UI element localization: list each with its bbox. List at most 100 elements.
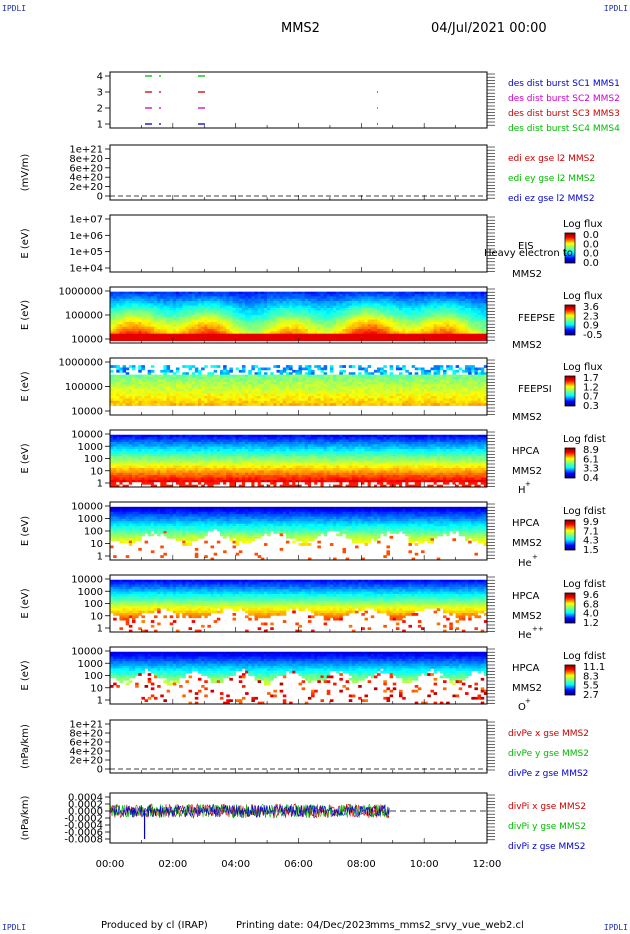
y-tick-label: 1 — [97, 120, 103, 131]
y-tick-label: 100 — [84, 454, 103, 465]
y-tick-label: 0.0002 — [68, 800, 103, 811]
species-label: O — [518, 702, 526, 713]
colorbar-tick-label: 11.1 — [583, 662, 605, 673]
colorbar-tick-label: 1.7 — [583, 373, 599, 384]
y-tick-label: 10000 — [71, 430, 103, 441]
spectrogram-hpca_hepp — [110, 579, 488, 633]
corner-label-br: IPDLI — [603, 923, 628, 932]
colorbar-title: Log flux — [563, 362, 603, 373]
panel-frame-edi — [109, 144, 488, 201]
colorbar-tick-label: 0.0 — [583, 230, 599, 241]
colorbar-tick-label: 8.9 — [583, 445, 599, 456]
colorbar-tick-label: 3.6 — [583, 302, 599, 313]
spectrogram-hpca_h — [110, 434, 488, 488]
legend-entry: des dist burst SC2 MMS2 — [508, 94, 620, 104]
y-tick-label: 10 — [90, 611, 103, 622]
corner-label-bl: IPDLI — [2, 923, 27, 932]
colorbar-tick-label: 4.0 — [583, 609, 599, 620]
y-tick-label: 1e+05 — [69, 247, 103, 258]
instrument-label: FEEPSI — [518, 384, 552, 395]
colorbar-title: Log flux — [563, 219, 603, 230]
footer-filename: mms_mms2_srvy_vue_web2.cl — [370, 920, 524, 931]
spacecraft-label: MMS2 — [512, 340, 542, 351]
y-tick-label: 1000000 — [58, 358, 103, 369]
y-tick-label: 1e+04 — [69, 264, 103, 275]
panel-frame-divpi — [109, 792, 488, 844]
y-tick-label: 4e+20 — [69, 173, 103, 184]
header-date: 04/Jul/2021 00:00 — [431, 21, 547, 36]
y-tick-label: 1e+06 — [69, 231, 103, 242]
spacecraft-label: MMS2 — [512, 412, 542, 423]
colorbar-title: Log fdist — [563, 506, 606, 517]
y-tick-label: 1e+21 — [69, 720, 103, 731]
colorbar-tick-label: 0.0 — [583, 239, 599, 250]
legend-entry: divPe z gse MMS2 — [508, 769, 588, 779]
y-axis-label: E (eV) — [20, 371, 31, 401]
spectrogram-hpca_o — [110, 651, 488, 705]
instrument-label: FEEPSE — [518, 313, 555, 324]
y-tick-label: 10 — [90, 466, 103, 477]
x-tick-label: 06:00 — [284, 859, 313, 870]
y-axis-label: E (eV) — [20, 443, 31, 473]
y-tick-label: -0.0002 — [64, 814, 103, 825]
legend-entry: divPi z gse MMS2 — [508, 842, 585, 852]
panel-frame-divpe — [109, 719, 488, 774]
instrument-label: HPCA — [512, 518, 540, 529]
y-axis-label: E (eV) — [20, 588, 31, 618]
colorbar-tick-label: 9.6 — [583, 590, 599, 601]
instrument-label: HPCA — [512, 591, 540, 602]
y-tick-label: 100 — [84, 527, 103, 538]
species-charge-label: + — [532, 553, 538, 561]
colorbar-tick-label: 0.0 — [583, 258, 599, 269]
y-tick-label: 10 — [90, 539, 103, 550]
y-tick-label: 3 — [97, 88, 103, 99]
y-tick-label: 100000 — [65, 311, 103, 322]
y-tick-label: 1 — [97, 552, 103, 563]
x-tick-label: 12:00 — [473, 859, 502, 870]
spectrogram-hpca_he — [110, 506, 488, 561]
y-tick-label: 10000 — [71, 502, 103, 513]
colorbar-tick-label: 5.5 — [583, 681, 599, 692]
y-tick-label: 100 — [84, 599, 103, 610]
colorbar — [564, 232, 576, 264]
y-tick-label: 2e+20 — [69, 756, 103, 767]
divpi-trace — [109, 804, 390, 818]
colorbar-tick-label: 6.8 — [583, 599, 599, 610]
y-axis-label: E (eV) — [20, 516, 31, 546]
colorbar — [564, 592, 576, 624]
legend-entry: divPi y gse MMS2 — [508, 822, 586, 832]
species-charge-label: + — [525, 480, 531, 488]
colorbar-tick-label: 2.7 — [583, 690, 599, 701]
y-tick-label: 100000 — [65, 382, 103, 393]
legend-entry: divPe y gse MMS2 — [508, 749, 589, 759]
spacecraft-label: MMS2 — [512, 269, 542, 280]
y-tick-label: 1000 — [78, 514, 103, 525]
y-tick-label: 1 — [97, 479, 103, 490]
y-tick-label: 10000 — [71, 335, 103, 346]
y-tick-label: 0.0004 — [68, 793, 103, 804]
y-tick-label: 10000 — [71, 647, 103, 658]
colorbar — [564, 447, 576, 479]
y-tick-label: 2e+20 — [69, 182, 103, 193]
instrument-label: HPCA — [512, 446, 540, 457]
footer-printing-date: Printing date: 04/Dec/2023 — [236, 920, 372, 931]
colorbar-tick-label: 0.0 — [583, 249, 599, 260]
y-axis-label: E (eV) — [20, 228, 31, 258]
y-tick-label: 1000 — [78, 659, 103, 670]
y-axis-label: E (eV) — [20, 300, 31, 330]
y-tick-label: 10 — [90, 683, 103, 694]
species-label: He — [518, 630, 532, 641]
colorbar-title: Log fdist — [563, 651, 606, 662]
spectrogram-feepse — [110, 291, 488, 342]
colorbar-tick-label: 2.3 — [583, 311, 599, 322]
colorbar-tick-label: 6.1 — [583, 454, 599, 465]
legend-entry: des dist burst SC1 MMS1 — [508, 79, 620, 89]
colorbar-tick-label: 7.1 — [583, 526, 599, 537]
species-charge-label: + — [525, 697, 531, 705]
footer-produced: Produced by cl (IRAP) — [101, 920, 208, 931]
colorbar-tick-label: 0.3 — [583, 401, 599, 412]
y-tick-label: 6e+20 — [69, 738, 103, 749]
legend-entry: edi ez gse l2 MMS2 — [508, 194, 595, 204]
y-tick-label: 8e+20 — [69, 729, 103, 740]
